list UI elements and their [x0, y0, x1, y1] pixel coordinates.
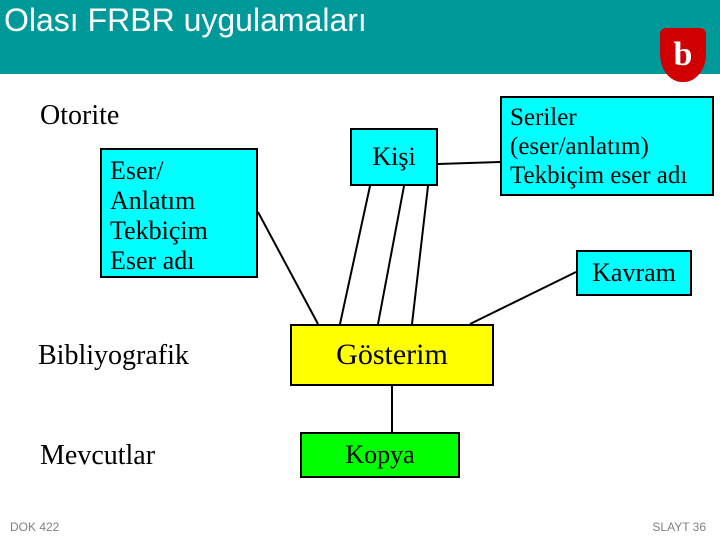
logo-glyph: b [674, 38, 693, 72]
box-kopya-text: Kopya [345, 440, 414, 470]
label-otorite-text: Otorite [40, 100, 119, 131]
logo-badge: b [660, 28, 706, 82]
label-bibliyografik: Bibliyografik [38, 340, 189, 372]
label-mevcutlar: Mevcutlar [40, 440, 155, 472]
box-kavram-text: Kavram [592, 258, 676, 288]
box-kavram: Kavram [576, 250, 692, 296]
label-bibliyografik-text: Bibliyografik [38, 340, 189, 371]
label-mevcutlar-text: Mevcutlar [40, 440, 155, 471]
box-seriler-text: Seriler(eser/anlatım)Tekbiçim eser adı [510, 104, 687, 190]
title-bar: Olası FRBR uygulamaları [0, 0, 720, 74]
box-kopya: Kopya [300, 432, 460, 478]
box-seriler: Seriler(eser/anlatım)Tekbiçim eser adı [500, 96, 714, 196]
box-kisi: Kişi [350, 128, 438, 186]
footer-left: DOK 422 [10, 520, 59, 534]
slide-title: Olası FRBR uygulamaları [4, 0, 367, 38]
box-eser: Eser/AnlatımTekbiçimEser adı [100, 148, 258, 278]
box-gosterim: Gösterim [290, 324, 494, 386]
box-kisi-text: Kişi [372, 142, 415, 172]
label-otorite: Otorite [40, 100, 119, 132]
box-eser-text: Eser/AnlatımTekbiçimEser adı [110, 156, 208, 276]
slide: Olası FRBR uygulamaları b Otorite Bibliy… [0, 0, 720, 540]
footer-right: SLAYT 36 [652, 520, 706, 534]
box-gosterim-text: Gösterim [336, 338, 448, 373]
